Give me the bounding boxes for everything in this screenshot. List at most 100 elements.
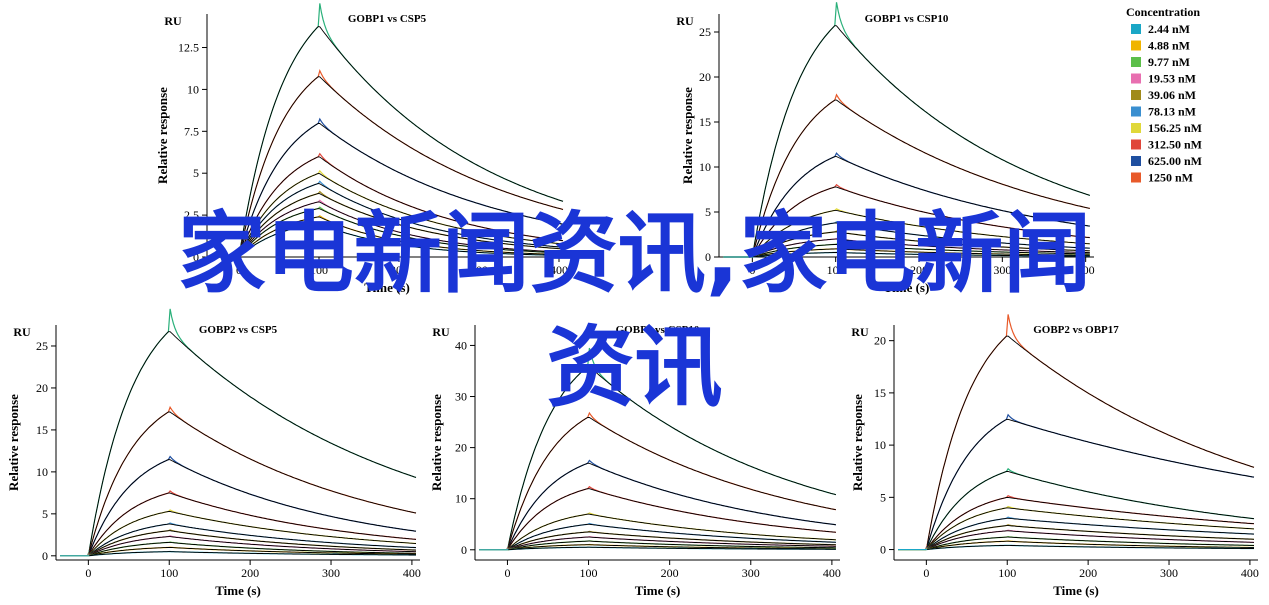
x-tick-label: 200: [661, 566, 679, 580]
fit-line: [88, 536, 416, 556]
legend-swatch: [1131, 57, 1141, 67]
x-tick-label: 0: [923, 566, 929, 580]
y-tick-label: 10: [874, 438, 886, 452]
y-axis-label: Relative response: [155, 87, 170, 184]
x-tick-label: 0: [749, 263, 755, 277]
chart-title: GOBP2 vs CSP10: [616, 324, 700, 336]
x-tick-label: 300: [742, 566, 760, 580]
series-line: [723, 2, 1091, 258]
fit-line: [89, 551, 416, 557]
x-tick-label: 300: [322, 566, 340, 580]
fit-line: [239, 76, 564, 254]
x-tick-label: 100: [827, 263, 845, 277]
fit-line: [508, 540, 836, 551]
y-tick-label: 10: [455, 492, 467, 506]
fit-line: [926, 525, 1255, 550]
series-line: [898, 314, 1255, 551]
y-tick-label: 5: [705, 205, 711, 219]
legend-swatch: [1131, 90, 1141, 100]
fit-line: [239, 173, 564, 256]
fit-line: [88, 411, 417, 553]
y-tick-label: 25: [699, 25, 711, 39]
x-axis-label: Time (s): [884, 280, 930, 295]
x-tick-label: 200: [390, 263, 408, 277]
x-tick-label: 100: [160, 566, 178, 580]
fit-line: [753, 238, 1090, 258]
x-tick-label: 0: [236, 263, 242, 277]
legend-label: 625.00 nM: [1148, 154, 1202, 168]
legend-label: 156.25 nM: [1148, 121, 1202, 135]
fit-line: [508, 536, 836, 550]
legend-label: 1250 nM: [1148, 171, 1193, 185]
legend-label: 9.77 nM: [1148, 55, 1190, 69]
y-tick-label: 12.5: [178, 41, 199, 55]
x-tick-label: 400: [1077, 263, 1095, 277]
fit-line: [507, 366, 837, 546]
fit-line: [239, 208, 564, 257]
y-tick-label: 10: [36, 465, 48, 479]
fit-line: [753, 248, 1090, 258]
y-tick-label: 25: [36, 339, 48, 353]
fit-line: [926, 471, 1255, 549]
fit-line: [239, 223, 563, 257]
unit-label: RU: [13, 325, 31, 339]
y-tick-label: 0: [193, 250, 199, 264]
fit-line: [88, 523, 417, 556]
fit-line: [239, 156, 564, 255]
x-tick-label: 300: [993, 263, 1011, 277]
fit-line: [927, 540, 1254, 550]
fit-line: [88, 530, 417, 556]
y-axis-label: Relative response: [6, 394, 21, 491]
x-tick-label: 100: [310, 263, 328, 277]
fit-line: [752, 25, 1090, 253]
fit-line: [88, 459, 417, 554]
y-axis-label: Relative response: [429, 394, 444, 491]
legend-swatch: [1131, 123, 1141, 133]
y-tick-label: 0: [461, 543, 467, 557]
fit-line: [239, 193, 564, 256]
fit-line: [752, 156, 1090, 255]
fit-line: [507, 416, 836, 548]
chart-title: GOBP2 vs CSP5: [199, 324, 278, 336]
fit-line: [239, 216, 563, 257]
fit-line: [926, 507, 1255, 549]
legend-swatch: [1131, 139, 1141, 150]
y-tick-label: 20: [455, 441, 467, 455]
y-tick-label: 5: [42, 507, 48, 521]
legend-swatch: [1131, 106, 1141, 117]
unit-label: RU: [432, 325, 450, 339]
unit-label: RU: [851, 325, 869, 339]
x-tick-label: 300: [1160, 566, 1178, 580]
y-tick-label: 20: [699, 70, 711, 84]
x-tick-label: 0: [504, 566, 510, 580]
chart-title: GOBP1 vs CSP10: [865, 13, 949, 25]
y-tick-label: 5: [880, 490, 886, 504]
y-tick-label: 10: [187, 82, 199, 96]
fit-line: [926, 418, 1255, 547]
y-tick-label: 0: [42, 549, 48, 563]
fit-line: [927, 536, 1255, 550]
y-tick-label: 5: [193, 166, 199, 180]
chart-title: GOBP1 vs CSP5: [348, 13, 427, 25]
legend-label: 19.53 nM: [1148, 72, 1196, 86]
y-tick-label: 20: [36, 381, 48, 395]
y-tick-label: 15: [699, 115, 711, 129]
fit-line: [926, 335, 1255, 546]
fit-line: [88, 511, 417, 556]
fit-line: [508, 546, 836, 551]
fit-line: [239, 26, 564, 253]
fit-line: [752, 231, 1090, 257]
fit-line: [88, 492, 417, 555]
y-axis-label: Relative response: [680, 87, 695, 184]
legend-swatch: [1131, 73, 1141, 84]
legend-swatch: [1131, 172, 1141, 183]
chart-title: GOBP2 vs OBP17: [1033, 324, 1119, 336]
legend-label: 78.13 nM: [1148, 105, 1196, 119]
fit-line: [507, 488, 836, 549]
fit-line: [926, 497, 1255, 549]
y-tick-label: 30: [455, 390, 467, 404]
fit-line: [753, 243, 1090, 258]
x-tick-label: 400: [823, 566, 841, 580]
series-line: [479, 347, 837, 551]
